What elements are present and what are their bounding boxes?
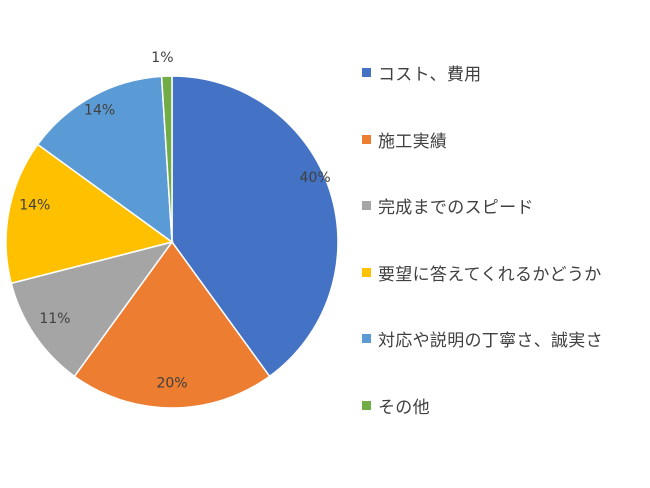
pie-slice-2 bbox=[73, 240, 271, 409]
data-label-4: 14% bbox=[19, 198, 50, 214]
data-label-6: 1% bbox=[151, 50, 173, 66]
legend-label: 対応や説明の丁寧さ、誠実さ bbox=[378, 331, 603, 351]
legend-item-1: コスト、費用 bbox=[362, 60, 481, 85]
legend-item-3: 完成までのスピード bbox=[362, 193, 534, 218]
pie-slice-5 bbox=[36, 75, 173, 244]
legend-swatch bbox=[362, 134, 371, 144]
legend-swatch bbox=[362, 68, 371, 77]
legend-item-2: 施工実績 bbox=[362, 127, 447, 152]
data-label-3: 11% bbox=[39, 311, 70, 327]
legend-item-6: その他 bbox=[362, 393, 430, 418]
legend-swatch bbox=[362, 400, 371, 410]
pie-slice-1 bbox=[171, 75, 339, 378]
legend-label: 施工実績 bbox=[378, 131, 448, 152]
legend-item-5: 対応や説明の丁寧さ、誠実さ bbox=[362, 326, 603, 351]
pie-slice-4 bbox=[5, 143, 174, 285]
legend-swatch bbox=[362, 201, 371, 210]
pie-slices bbox=[5, 75, 339, 409]
legend-label: 要望に答えてくれるかどうか bbox=[378, 264, 602, 285]
legend-item-4: 要望に答えてくれるかどうか bbox=[362, 260, 602, 285]
data-label-2: 20% bbox=[156, 376, 187, 392]
pie-slice-6 bbox=[160, 75, 173, 243]
data-label-5: 14% bbox=[84, 103, 115, 119]
data-label-1: 40% bbox=[300, 170, 331, 186]
legend-swatch bbox=[362, 267, 371, 277]
pie-data-labels: 40% 20% 11% 14% 14% 1% bbox=[19, 50, 330, 391]
legend-label: コスト、費用 bbox=[378, 65, 482, 85]
legend-swatch bbox=[362, 334, 371, 343]
pie-slice-3 bbox=[10, 240, 174, 378]
legend-label: その他 bbox=[378, 397, 430, 418]
legend-label: 完成までのスピード bbox=[378, 198, 534, 218]
